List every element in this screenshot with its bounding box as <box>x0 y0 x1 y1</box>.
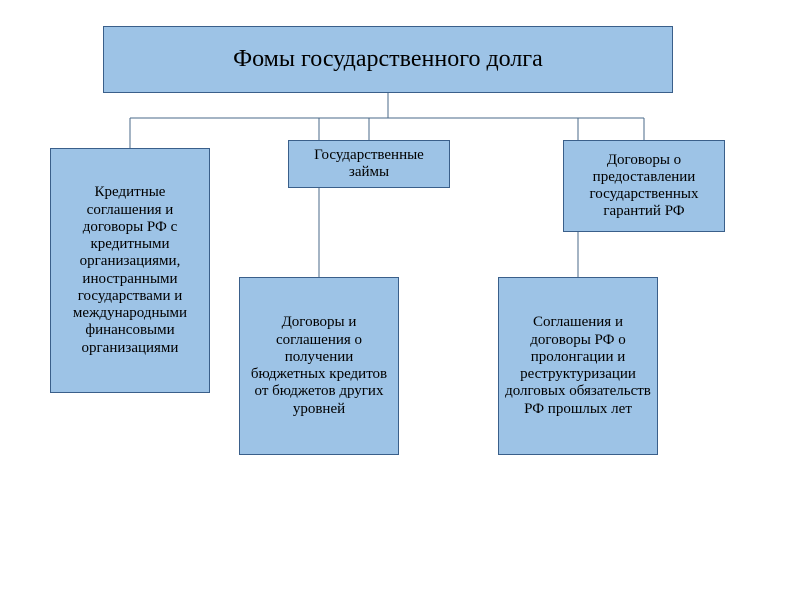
child-node-budget-credits: Договоры и соглашения о получении бюджет… <box>239 277 399 455</box>
child-label: Договоры о предоставлении государственны… <box>570 152 718 221</box>
child-node-credit-agreements: Кредитные соглашения и договоры РФ с кре… <box>50 148 210 393</box>
child-label: Соглашения и договоры РФ о пролонгации и… <box>505 314 651 418</box>
child-node-gov-loans: Государственные займы <box>288 140 450 188</box>
child-node-prolongation: Соглашения и договоры РФ о пролонгации и… <box>498 277 658 455</box>
root-label: Фомы государственного долга <box>233 46 543 74</box>
child-label: Государственные займы <box>295 147 443 182</box>
child-label: Кредитные соглашения и договоры РФ с кре… <box>57 184 203 357</box>
child-label: Договоры и соглашения о получении бюджет… <box>246 314 392 418</box>
child-node-guarantees: Договоры о предоставлении государственны… <box>563 140 725 232</box>
root-node: Фомы государственного долга <box>103 26 673 93</box>
